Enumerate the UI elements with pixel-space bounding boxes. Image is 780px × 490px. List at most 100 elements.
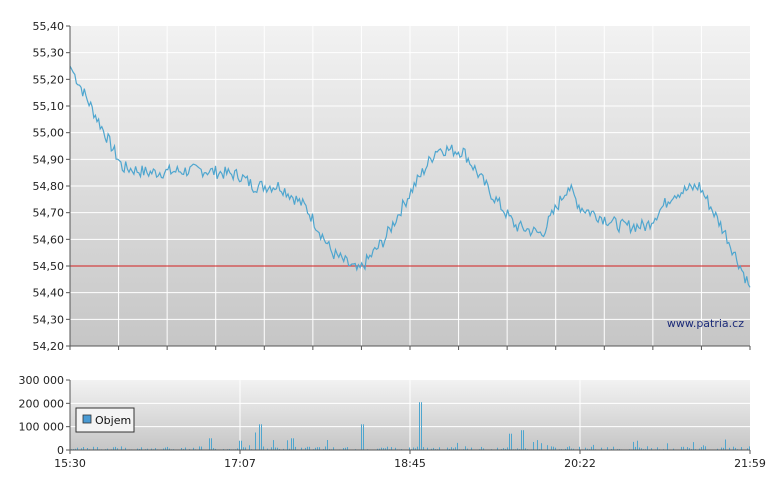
volume-bar xyxy=(289,448,290,450)
price-y-tick-label: 54,30 xyxy=(33,313,65,326)
volume-bar xyxy=(81,448,82,450)
legend-label: Objem xyxy=(95,414,131,427)
volume-bar xyxy=(569,446,570,450)
volume-bar xyxy=(471,447,472,450)
volume-bar xyxy=(449,448,450,450)
volume-bar xyxy=(725,439,726,450)
volume-bar xyxy=(729,447,730,450)
volume-bar xyxy=(239,440,240,450)
volume-bar xyxy=(497,447,498,450)
volume-bar xyxy=(573,448,574,450)
price-y-tick-label: 54,70 xyxy=(33,207,65,220)
volume-bar xyxy=(361,424,362,450)
volume-bar xyxy=(721,447,722,450)
volume-bar xyxy=(107,448,108,450)
volume-bar xyxy=(147,448,148,450)
price-y-tick-label: 54,50 xyxy=(33,260,65,273)
volume-bar xyxy=(451,447,452,450)
price-y-tick-label: 55,00 xyxy=(33,127,65,140)
volume-y-tick-label: 200 000 xyxy=(19,397,65,410)
volume-bar xyxy=(155,448,156,450)
volume-bar xyxy=(307,446,308,450)
volume-bar xyxy=(215,448,216,450)
volume-bar xyxy=(319,447,320,450)
volume-bar xyxy=(309,446,310,450)
volume-bar xyxy=(585,447,586,450)
volume-bar xyxy=(681,446,682,450)
volume-bar xyxy=(521,430,522,450)
volume-bar xyxy=(237,448,238,450)
volume-bar xyxy=(169,448,170,450)
volume-bar xyxy=(565,448,566,450)
volume-bar xyxy=(141,447,142,450)
volume-bar xyxy=(703,445,704,450)
volume-bar xyxy=(317,447,318,450)
volume-bar xyxy=(567,447,568,450)
volume-bar xyxy=(591,446,592,450)
volume-bar xyxy=(457,442,458,450)
volume-bar xyxy=(421,402,422,450)
price-y-tick-label: 55,10 xyxy=(33,100,65,113)
volume-bar xyxy=(687,447,688,450)
volume-bar xyxy=(571,448,572,450)
volume-bar xyxy=(163,448,164,450)
volume-bar xyxy=(395,447,396,450)
volume-bar xyxy=(293,438,294,450)
volume-bar xyxy=(377,448,378,450)
price-x-ticks xyxy=(69,346,751,350)
volume-bar xyxy=(481,446,482,450)
volume-bar xyxy=(273,440,274,450)
price-y-tick-label: 54,90 xyxy=(33,153,65,166)
volume-bar xyxy=(379,448,380,450)
volume-y-tick-label: 100 000 xyxy=(19,421,65,434)
volume-bar xyxy=(723,447,724,450)
volume-bar xyxy=(387,446,388,450)
volume-bar xyxy=(467,448,468,450)
volume-bar xyxy=(533,442,534,450)
volume-bar xyxy=(555,447,556,450)
volume-bar xyxy=(427,447,428,450)
volume-bar xyxy=(637,440,638,450)
volume-bar xyxy=(213,448,214,450)
volume-bar xyxy=(447,447,448,450)
volume-bar xyxy=(523,430,524,450)
volume-bar xyxy=(541,443,542,450)
volume-bar xyxy=(667,443,668,450)
volume-bar xyxy=(291,438,292,450)
price-line xyxy=(69,65,751,288)
volume-bar xyxy=(613,446,614,450)
legend-frame xyxy=(75,407,135,433)
volume-bar xyxy=(673,448,674,450)
volume-bar xyxy=(701,447,702,450)
volume-bar xyxy=(525,448,526,450)
volume-bar xyxy=(517,448,518,450)
price-y-tick-label: 55,40 xyxy=(33,20,65,33)
volume-bar xyxy=(345,447,346,450)
volume-bar xyxy=(453,448,454,450)
volume-bar xyxy=(283,448,284,450)
volume-x-axis: 15:30 17:07 18:45 20:22 21:59 xyxy=(54,450,766,470)
volume-bar xyxy=(699,448,700,450)
volume-bar xyxy=(423,447,424,450)
volume-bar xyxy=(553,446,554,450)
volume-bar xyxy=(93,446,94,450)
volume-bar xyxy=(245,447,246,450)
volume-bar xyxy=(287,440,288,450)
volume-bar xyxy=(185,447,186,450)
price-y-tick-label: 54,60 xyxy=(33,233,65,246)
volume-x-tick-label: 21:59 xyxy=(734,457,766,470)
volume-bar xyxy=(587,448,588,450)
volume-bar xyxy=(275,447,276,450)
volume-bar xyxy=(455,447,456,450)
volume-bar xyxy=(633,441,634,450)
volume-x-tick-label: 20:22 xyxy=(564,457,596,470)
volume-bar xyxy=(433,447,434,450)
volume-bar xyxy=(509,433,510,450)
volume-x-tick-label: 17:07 xyxy=(224,457,256,470)
volume-bar xyxy=(383,448,384,450)
volume-bar xyxy=(385,448,386,450)
volume-bar xyxy=(507,447,508,450)
volume-bar xyxy=(115,446,116,450)
volume-bar xyxy=(151,448,152,450)
